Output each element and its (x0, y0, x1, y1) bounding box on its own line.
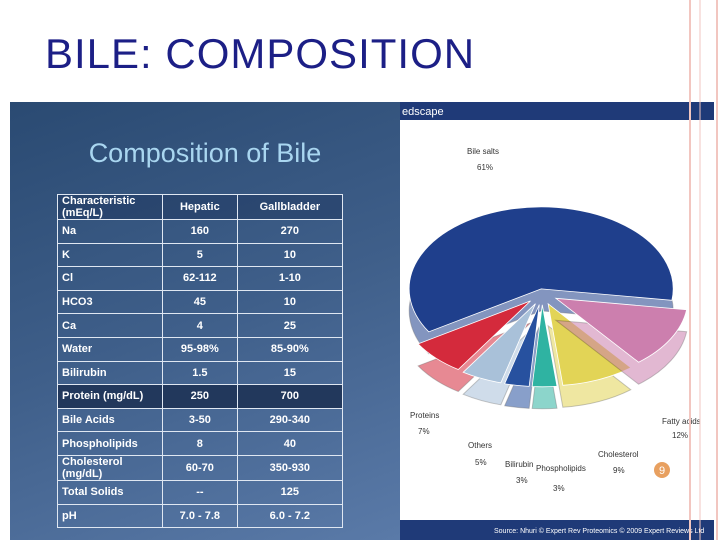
table-panel: Composition of Bile Characteristic (mEq/… (10, 102, 400, 540)
header-cell: Gallbladder (236, 194, 344, 220)
table-cell: Phospholipids (57, 431, 163, 456)
table-cell: 40 (236, 431, 344, 456)
source: Source: Nhuri © Expert Rev Proteomics © … (494, 527, 704, 535)
pie-slice (408, 206, 674, 333)
table-cell: 125 (236, 479, 344, 505)
table-cell: Protein (mg/dL) (57, 384, 163, 409)
table-row: Protein (mg/dL) 250 700 (57, 384, 344, 409)
table-cell: 6.0 - 7.2 (236, 503, 344, 529)
table-cell: 60-70 (162, 454, 238, 481)
chart: edscape Source: Nhuri © Expert Rev Prote… (400, 102, 714, 540)
slice-value-label: 3% (553, 484, 565, 493)
table-row: Phospholipids 8 40 (57, 431, 344, 456)
table-row: Ca 4 25 (57, 313, 344, 338)
pie-slice (504, 304, 540, 387)
table-cell: 85-90% (236, 336, 344, 362)
header-cell: Characteristic (mEq/L) (57, 194, 163, 220)
table-cell: 1.5 (162, 360, 238, 386)
slice-value-label: 5% (475, 458, 487, 467)
slice-label: Proteins (410, 411, 439, 420)
table-cell: Total Solids (57, 479, 163, 505)
table-cell: 8 (162, 431, 238, 456)
table-cell: 290-340 (236, 407, 344, 433)
table-row: Na 160 270 (57, 219, 344, 244)
table-row: Bilirubin 1.5 15 (57, 360, 344, 386)
table-cell: 10 (236, 289, 344, 315)
slice-value-label: 9% (613, 466, 625, 475)
table-cell: pH (57, 503, 163, 529)
pie-slice (417, 300, 531, 371)
slice-value-label: 7% (418, 427, 430, 436)
table-cell: K (57, 242, 163, 268)
footer-bar (400, 520, 714, 540)
table-cell: Bilirubin (57, 360, 163, 386)
slice-label: Bilirubin (505, 460, 533, 469)
chart-panel: edscape Source: Nhuri © Expert Rev Prote… (400, 102, 714, 540)
table-cell: 3-50 (162, 407, 238, 433)
page-number: 9 (659, 465, 665, 477)
table-cell: 160 (162, 219, 238, 244)
pie-slice (554, 297, 688, 363)
table-row: Cl 62-112 1-10 (57, 266, 344, 291)
slice-value-label: 3% (516, 476, 528, 485)
table-cell: Water (57, 336, 163, 362)
page-badge (654, 462, 670, 478)
header-bar (400, 102, 714, 120)
table-cell: 5 (162, 242, 238, 268)
table-cell: 350-930 (236, 454, 344, 481)
table-cell: Na (57, 219, 163, 244)
table-cell: 15 (236, 360, 344, 386)
table-cell: Cl (57, 266, 163, 291)
table-row: HCO3 45 10 (57, 289, 344, 315)
table-row: K 5 10 (57, 242, 344, 268)
table-cell: 4 (162, 313, 238, 338)
table-cell: 270 (236, 219, 344, 244)
table-cell: 45 (162, 289, 238, 315)
table-row: Total Solids -- 125 (57, 479, 344, 505)
pie-slice (531, 304, 558, 388)
table-cell: 95-98% (162, 336, 238, 362)
table-row: Bile Acids 3-50 290-340 (57, 407, 344, 433)
table-cell: -- (162, 479, 238, 505)
table: Characteristic (mEq/L) Hepatic Gallbladder… (57, 194, 344, 529)
slice-label: Fatty acids (662, 417, 701, 426)
table-cell: 700 (236, 384, 344, 409)
table-title: Composition of Bile (88, 138, 322, 168)
table-cell: Ca (57, 313, 163, 338)
table-cell: HCO3 (57, 289, 163, 315)
table-cell: 250 (162, 384, 238, 409)
slice-label: Cholesterol (598, 450, 639, 459)
table-cell: 1-10 (236, 266, 344, 291)
slice-value-label: 12% (672, 431, 688, 440)
table-row: pH 7.0 - 7.8 6.0 - 7.2 (57, 503, 344, 529)
table-row: Cholesterol (mg/dL) 60-70 350-930 (57, 454, 344, 481)
table-cell: 7.0 - 7.8 (162, 503, 238, 529)
slice-value-label: 61% (477, 163, 493, 172)
brand: edscape (402, 106, 444, 118)
pie-slice (462, 303, 536, 384)
header-cell: Hepatic (162, 194, 238, 220)
table-cell: 25 (236, 313, 344, 338)
slice-label: Bile salts (467, 147, 499, 156)
table-header-row: Characteristic (mEq/L) Hepatic Gallbladder (57, 194, 344, 220)
table-row: Water 95-98% 85-90% (57, 336, 344, 362)
table-cell: 62-112 (162, 266, 238, 291)
slice-label: Phospholipids (536, 464, 586, 473)
slide-title: BILE: COMPOSITION (45, 30, 476, 77)
slice-label: Others (468, 441, 492, 450)
table-cell: Cholesterol (mg/dL) (57, 454, 163, 481)
table-cell: 10 (236, 242, 344, 268)
table-cell: Bile Acids (57, 407, 163, 433)
